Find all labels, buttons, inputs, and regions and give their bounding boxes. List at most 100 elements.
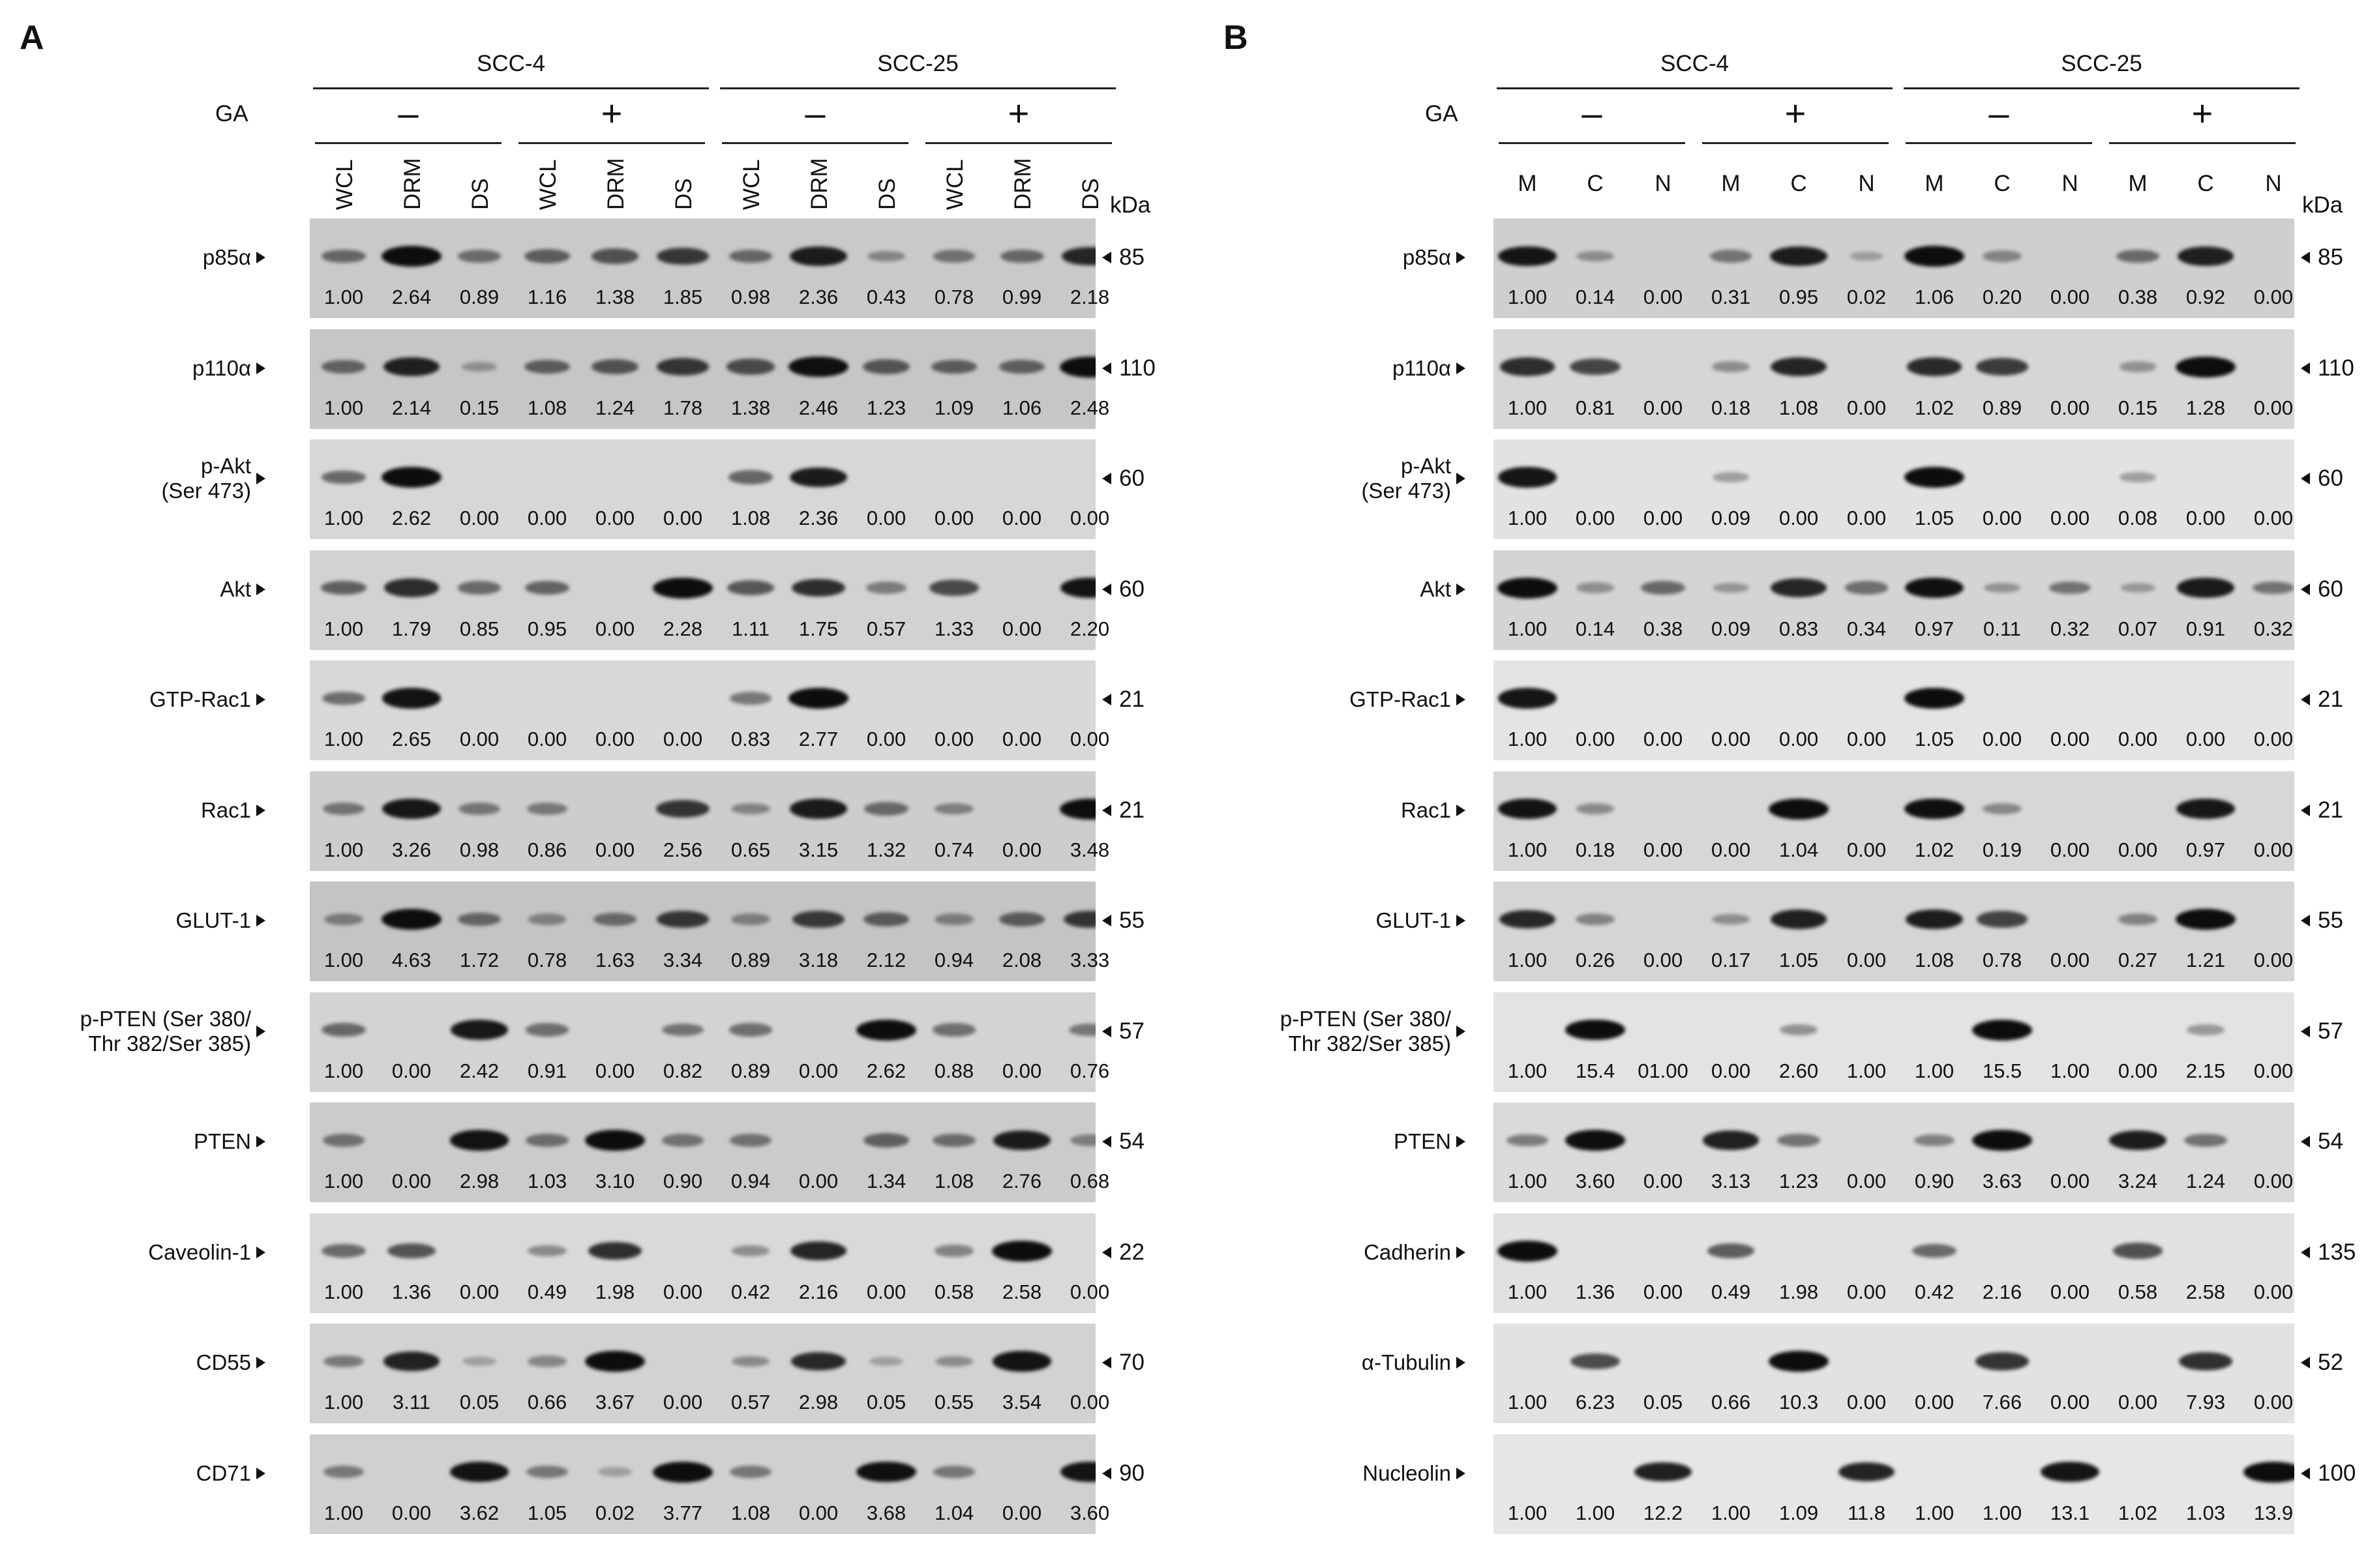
panel_a-band-4-1 (382, 688, 442, 709)
panel_b-band-0-7 (1983, 250, 2022, 262)
panel_a-quant-0-0: 1.00 (323, 286, 364, 308)
panel_a-band-8-9 (933, 1133, 976, 1147)
panel_b-quant-4-6: 1.05 (1914, 728, 1955, 750)
panel_b-quant-2-9: 0.08 (2118, 507, 2158, 529)
panel_b-quant-8-5: 0.00 (1846, 1170, 1887, 1192)
panel_b-quant-8-3: 3.13 (1711, 1170, 1751, 1192)
panel_b-right-arrow-5 (2301, 804, 2310, 816)
panel_a-quant-2-10: 0.00 (1002, 507, 1042, 529)
panel_a-quant-6-11: 3.33 (1070, 949, 1110, 971)
panel_b-quant-9-4: 1.98 (1778, 1280, 1819, 1303)
panel_a-blot-9 (310, 1213, 1096, 1313)
panel_b-band-8-6 (1914, 1134, 1955, 1147)
panel_b-quant-10-0: 1.00 (1507, 1391, 1548, 1413)
panel_a-band-3-8 (866, 582, 907, 594)
panel_b-band-6-4 (1770, 910, 1827, 929)
panel_b-quant-11-6: 1.00 (1914, 1501, 1955, 1524)
panel_a-blot-2 (310, 439, 1096, 539)
panel_b-quant-3-8: 0.32 (2050, 617, 2090, 640)
panel_b-quant-6-2: 0.00 (1643, 949, 1683, 971)
panel_a-quant-10-9: 0.55 (934, 1391, 974, 1413)
panel_a-protein-label-11: CD71 (196, 1460, 251, 1485)
panel_a-band-7-6 (729, 1023, 772, 1037)
panel_a-quant-11-6: 1.08 (730, 1501, 771, 1524)
panel_b-band-0-4 (1770, 246, 1827, 267)
panel_a-quant-10-5: 0.00 (663, 1391, 703, 1413)
panel_a-band-3-1 (384, 578, 439, 597)
panel_a-quant-2-6: 1.08 (730, 507, 771, 529)
panel_a-quant-11-7: 0.00 (798, 1501, 839, 1524)
panel_a-band-0-1 (382, 246, 442, 267)
panel_a-quant-0-3: 1.16 (527, 286, 567, 308)
panel_a-quant-6-5: 3.34 (663, 949, 703, 971)
panel_b-quant-8-10: 1.24 (2185, 1170, 2226, 1192)
panel_b-quant-3-5: 0.34 (1846, 617, 1887, 640)
panel_a-blot-11 (310, 1434, 1096, 1534)
panel_a-left-arrow-5 (256, 804, 265, 816)
panel_b-band-9-0 (1497, 1240, 1557, 1262)
panel_a-left-arrow-7 (256, 1025, 265, 1037)
panel_b-quant-10-5: 0.00 (1846, 1391, 1887, 1413)
panel_a-quant-5-2: 0.98 (459, 838, 500, 861)
panel_a-quant-1-4: 1.24 (595, 396, 635, 419)
panel_b-lane-label-9: M (2128, 171, 2148, 196)
panel_a-quant-9-0: 1.00 (323, 1280, 364, 1303)
panel_b-lane-label-6: M (1925, 171, 1944, 196)
panel_a-quant-10-6: 0.57 (730, 1391, 771, 1413)
panel_a-band-3-5 (653, 577, 713, 599)
panel_a-quant-4-9: 0.00 (934, 728, 974, 750)
panel_a-kda-4: 21 (1119, 687, 1145, 712)
panel_b-right-arrow-1 (2301, 362, 2310, 374)
panel_b-quant-9-6: 0.42 (1914, 1280, 1955, 1303)
panel_a-left-arrow-10 (256, 1357, 265, 1368)
panel_a-quant-10-2: 0.05 (459, 1391, 500, 1413)
panel_a-quant-3-4: 0.00 (595, 617, 635, 640)
panel_b-band-7-4 (1779, 1024, 1818, 1035)
panel_b-blot-1 (1493, 329, 2294, 429)
panel_b-lane-label-11: N (2265, 171, 2282, 196)
panel_a-band-5-9 (934, 803, 974, 815)
panel_a-quant-10-3: 0.66 (527, 1391, 567, 1413)
panel_a-quant-7-3: 0.91 (527, 1059, 567, 1082)
panel_b-lane-label-4: C (1790, 171, 1807, 196)
panel_a-quant-8-10: 2.76 (1002, 1170, 1042, 1192)
panel_a-quant-4-8: 0.00 (866, 728, 907, 750)
panel_a-quant-0-1: 2.64 (391, 286, 432, 308)
panel_a-band-6-7 (792, 910, 845, 928)
panel_b-quant-9-5: 0.00 (1846, 1280, 1887, 1303)
panel_a-quant-7-6: 0.89 (730, 1059, 771, 1082)
panel_a-quant-11-1: 0.00 (391, 1501, 432, 1524)
panel_b-kda-5: 21 (2318, 797, 2343, 823)
panel_b-kda-7: 57 (2318, 1018, 2343, 1044)
panel_a-treatment-line-2 (722, 142, 908, 144)
panel_b-quant-8-0: 1.00 (1507, 1170, 1548, 1192)
panel_a-quant-8-7: 0.00 (798, 1170, 839, 1192)
panel_a-band-3-0 (321, 580, 367, 595)
panel_a-quant-0-10: 0.99 (1002, 286, 1042, 308)
panel_b-band-5-0 (1497, 798, 1557, 820)
panel_b-quant-3-2: 0.38 (1643, 617, 1683, 640)
panel_b-quant-4-10: 0.00 (2185, 728, 2226, 750)
panel_a-quant-0-8: 0.43 (866, 286, 907, 308)
panel_a-quant-11-11: 3.60 (1070, 1501, 1110, 1524)
panel_a-quant-2-8: 0.00 (866, 507, 907, 529)
panel_a-band-1-1 (383, 357, 440, 377)
panel_b-band-9-6 (1911, 1243, 1957, 1258)
panel_a-quant-11-3: 1.05 (527, 1501, 567, 1524)
panel_b-left-arrow-0 (1456, 252, 1465, 263)
panel_b-quant-5-1: 0.18 (1575, 838, 1615, 861)
panel_a-band-2-0 (322, 470, 366, 484)
panel_a-lane-label-2: DS (468, 178, 493, 210)
panel_a-band-1-11 (1060, 356, 1096, 377)
panel_b-quant-5-11: 0.00 (2253, 838, 2294, 861)
panel_a-quant-0-6: 0.98 (730, 286, 771, 308)
panel_a-band-6-0 (323, 913, 364, 925)
panel_b-quant-1-7: 0.89 (1982, 396, 2022, 419)
panel_a-quant-6-10: 2.08 (1002, 949, 1042, 971)
panel_a-band-1-10 (999, 359, 1045, 374)
panel_b-quant-1-1: 0.81 (1575, 396, 1615, 419)
panel_b-band-6-7 (1977, 911, 2028, 928)
panel_b-quant-8-7: 3.63 (1982, 1170, 2022, 1192)
panel_a-band-0-7 (790, 246, 847, 267)
panel_b-quant-7-6: 1.00 (1914, 1059, 1955, 1082)
